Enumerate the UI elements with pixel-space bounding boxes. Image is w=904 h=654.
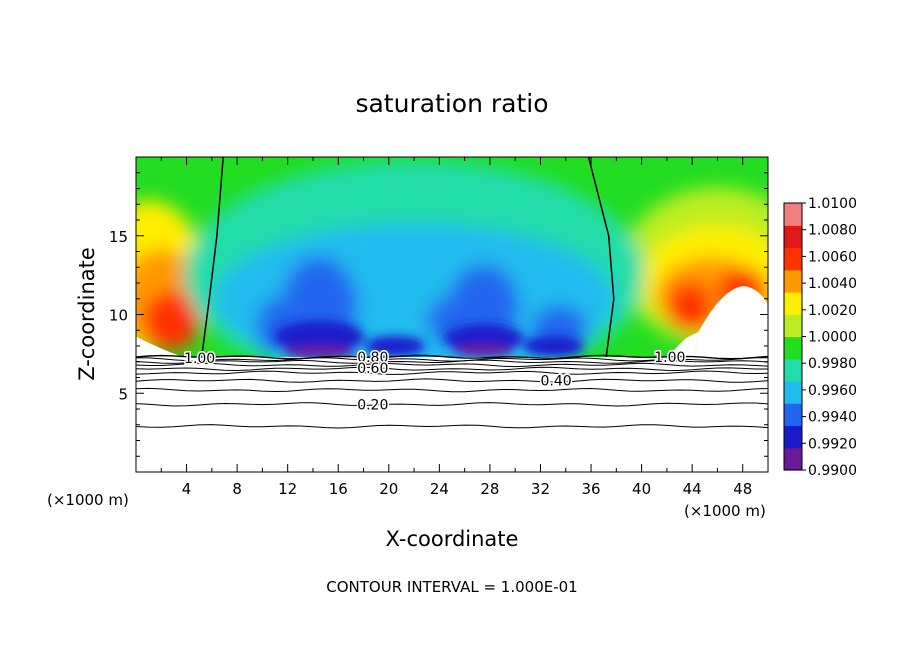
x-tick-label: 44: [683, 480, 702, 498]
band-blue-1: [274, 320, 365, 353]
colorbar-label: 1.0000: [808, 330, 857, 346]
colorbar-label: 1.0040: [808, 276, 857, 292]
contour-label: 0.40: [540, 374, 571, 390]
x-tick-label: 8: [232, 480, 242, 498]
colorbar-swatch: [784, 247, 802, 271]
contour-line: [136, 370, 768, 375]
colorbar-swatch: [784, 336, 802, 360]
contour-line: [136, 357, 768, 362]
contour-line: [136, 387, 768, 393]
contour-label: 1.00: [654, 350, 685, 366]
colorbar-label: 0.9980: [808, 356, 857, 372]
y-axis: 5 10 15: [109, 172, 768, 457]
x-unit-left: (×1000 m): [47, 491, 129, 509]
x-tick-label: 20: [379, 480, 398, 498]
colorbar-swatch: [784, 381, 802, 404]
colorbar: 1.0100 1.0080 1.0060 1.0040 1.0020 1.0000 0.99…: [783, 196, 857, 479]
contour-lines: 1.00 0.800.60 0.40 0.20 1.00: [136, 157, 768, 429]
saturation-line-right: [587, 157, 615, 358]
colorbar-label: 0.9960: [808, 383, 857, 399]
colorbar-swatch: [784, 269, 802, 293]
colorbar-label: 1.0020: [808, 303, 857, 319]
x-tick-label: 48: [733, 480, 752, 498]
x-tick-label: 28: [480, 480, 499, 498]
contour-line: [136, 424, 768, 429]
contour-interval-note: CONTOUR INTERVAL = 1.000E-01: [326, 578, 577, 596]
colorbar-label: 1.0080: [808, 223, 857, 239]
colorbar-swatch: [784, 225, 802, 249]
contour-line: [136, 366, 768, 372]
contour-label: 0.80: [357, 350, 388, 366]
x-axis-label: X-coordinate: [386, 527, 519, 551]
lower-region: [136, 357, 768, 472]
y-axis-label: Z-coordinate: [75, 247, 99, 381]
colorbar-label: 1.0100: [808, 196, 857, 212]
colorbar-swatch: [784, 425, 802, 449]
x-tick-label: 12: [278, 480, 297, 498]
plot-field: [136, 157, 768, 472]
x-axis: 4 8 12 16 20 24 28 32 36 40 44 48: [160, 157, 752, 498]
colorbar-swatch: [784, 314, 802, 338]
unsaturated-region-left: [136, 336, 185, 358]
colorbar-label: 0.9940: [808, 410, 857, 426]
x-tick-label: 16: [329, 480, 348, 498]
blob-right-red: [667, 281, 712, 332]
contour-line: [136, 402, 768, 407]
colorbar-label: 0.9900: [808, 463, 857, 479]
x-unit-right: (×1000 m): [684, 502, 766, 520]
band-purple-1: [284, 346, 355, 359]
saturation-line-left: [200, 157, 224, 358]
colorbar-swatch: [784, 447, 802, 471]
band-blue-2: [443, 324, 524, 353]
x-tick-label: 32: [531, 480, 550, 498]
x-tick-label: 24: [430, 480, 449, 498]
colorbar-swatch: [784, 292, 802, 315]
x-tick-label: 40: [632, 480, 651, 498]
colorbar-swatch: [784, 403, 802, 427]
contour-line: [136, 362, 768, 368]
x-tick-label: 4: [182, 480, 192, 498]
colorbar-swatch: [784, 358, 802, 382]
contour-label: 0.20: [357, 397, 388, 413]
contour-labels: 1.00 0.800.60 0.40 0.20 1.00: [183, 349, 687, 415]
y-tick-label: 15: [109, 228, 128, 246]
blob-left-red: [143, 290, 200, 351]
contour-label: 1.00: [184, 351, 215, 367]
y-tick-label: 5: [118, 385, 128, 403]
colorbar-label: 1.0060: [808, 249, 857, 265]
contour-line: [136, 378, 768, 383]
contour-line: [136, 359, 768, 364]
unsaturated-region-right: [694, 286, 768, 358]
contour-line: [136, 354, 768, 360]
chart-title: saturation ratio: [355, 89, 548, 118]
y-tick-label: 10: [109, 307, 128, 325]
band-purple-2: [453, 344, 514, 357]
field-band: [274, 320, 584, 359]
band-blue-3: [523, 336, 584, 356]
contour-label: 0.60: [357, 361, 388, 377]
band-blue-4: [365, 336, 426, 356]
colorbar-label: 0.9920: [808, 436, 857, 452]
unsaturated-region-right-2: [666, 331, 699, 358]
colorbar-swatch: [784, 203, 802, 226]
x-tick-label: 36: [581, 480, 600, 498]
